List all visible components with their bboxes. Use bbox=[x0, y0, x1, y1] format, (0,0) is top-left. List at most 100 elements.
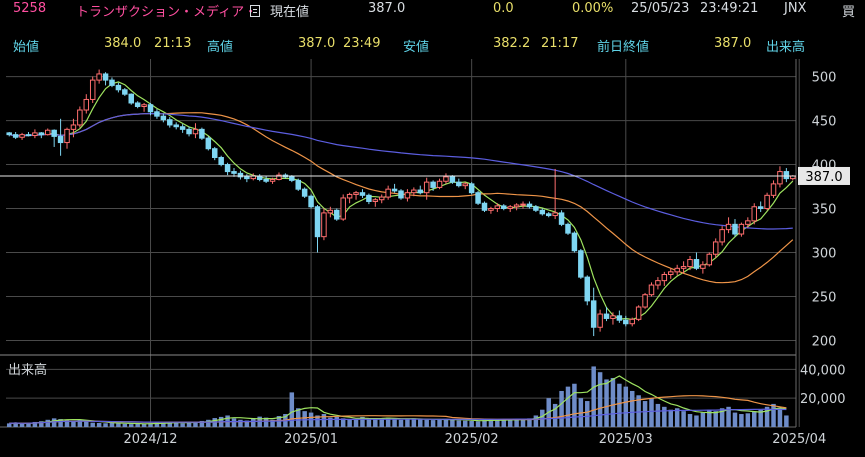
time-tick-label: 2025/02 bbox=[445, 432, 499, 447]
volume-bar bbox=[443, 418, 449, 427]
volume-bar bbox=[263, 417, 269, 427]
buy-side-label[interactable]: 買 bbox=[842, 5, 856, 20]
volume-bar bbox=[161, 422, 166, 427]
volume-bar bbox=[90, 422, 95, 427]
candle-body bbox=[616, 315, 623, 321]
volume-bar bbox=[681, 411, 686, 427]
candle-body bbox=[783, 171, 790, 180]
volume-bar bbox=[270, 419, 275, 427]
candle-body bbox=[115, 84, 122, 91]
candle-body bbox=[668, 271, 674, 275]
candle-body bbox=[122, 89, 128, 95]
candle-body bbox=[507, 206, 513, 210]
candle-body bbox=[648, 284, 655, 296]
candle-body bbox=[276, 174, 282, 180]
volume-bar bbox=[617, 383, 622, 427]
volume-bar bbox=[26, 422, 31, 427]
candle-body bbox=[89, 79, 96, 100]
candle-body bbox=[655, 280, 661, 286]
open-value: 384.0 bbox=[104, 36, 142, 51]
volume-bar bbox=[764, 406, 770, 427]
candle-body bbox=[661, 273, 668, 282]
candle-body bbox=[597, 313, 603, 328]
candle-body bbox=[378, 196, 385, 201]
candle-body bbox=[501, 205, 507, 210]
quote-time: 23:49:21 bbox=[700, 1, 759, 16]
volume-bar bbox=[392, 418, 397, 427]
volume-bar bbox=[507, 420, 513, 427]
volume-bar bbox=[777, 408, 783, 427]
volume-header-label: 出来高 bbox=[766, 40, 806, 55]
candle-body bbox=[764, 194, 770, 210]
candle-body bbox=[289, 176, 295, 181]
volume-bar bbox=[173, 422, 179, 427]
volume-bar bbox=[244, 420, 250, 427]
price-tick-label: 300 bbox=[812, 246, 837, 261]
volume-bar bbox=[552, 403, 558, 427]
volume-bar bbox=[385, 417, 391, 427]
volume-bar bbox=[674, 408, 680, 427]
candle-body bbox=[398, 190, 404, 199]
volume-bar bbox=[154, 422, 160, 427]
candle-body bbox=[526, 203, 533, 208]
candle-body bbox=[732, 223, 738, 235]
candle-body bbox=[244, 176, 250, 180]
candle-body bbox=[475, 192, 481, 204]
candle-body bbox=[231, 171, 237, 174]
volume-bar bbox=[437, 419, 442, 427]
volume-bar bbox=[604, 379, 609, 427]
candle-body bbox=[25, 134, 32, 137]
candle-body bbox=[134, 102, 141, 107]
high-value: 387.0 bbox=[298, 36, 336, 51]
volume-bar bbox=[713, 411, 718, 427]
volume-bar bbox=[295, 408, 301, 427]
volume-bar bbox=[84, 421, 89, 427]
volume-bar bbox=[45, 419, 50, 427]
volume-bar bbox=[495, 419, 500, 427]
prev-close-label: 前日終値 bbox=[597, 40, 650, 55]
volume-bar bbox=[514, 419, 519, 427]
volume-bar bbox=[771, 403, 776, 427]
candle-body bbox=[83, 98, 90, 111]
header-row-2: 始値 384.0 21:13 高値 387.0 23:49 安値 382.2 2… bbox=[0, 35, 865, 55]
prev-close-value: 387.0 bbox=[714, 36, 752, 51]
change-value: 0.0 bbox=[493, 1, 514, 16]
current-price-label: 現在値 bbox=[270, 5, 310, 20]
volume-bar bbox=[58, 419, 63, 427]
stock-code[interactable]: 5258 bbox=[13, 1, 47, 16]
volume-bar bbox=[302, 411, 307, 427]
candle-body bbox=[109, 79, 115, 86]
time-tick-label: 2025/01 bbox=[284, 432, 338, 447]
volume-bar bbox=[71, 420, 76, 427]
volume-bar bbox=[784, 415, 789, 427]
candle-body bbox=[353, 192, 359, 195]
volume-bar bbox=[289, 392, 295, 427]
volume-ma-long-line bbox=[9, 408, 787, 424]
candle-body bbox=[147, 104, 154, 113]
volume-bar bbox=[238, 419, 243, 427]
candle-body bbox=[38, 132, 45, 136]
change-percent: 0.00% bbox=[572, 1, 614, 16]
candle-body bbox=[481, 202, 488, 211]
time-tick-label: 2024/12 bbox=[124, 432, 178, 447]
candle-body bbox=[584, 276, 591, 302]
candle-body bbox=[417, 189, 424, 194]
candle-body bbox=[777, 171, 783, 185]
time-tick-label: 2025/04 bbox=[772, 432, 826, 447]
volume-bar bbox=[39, 421, 44, 427]
low-time: 21:17 bbox=[541, 36, 579, 51]
volume-bar bbox=[109, 422, 115, 427]
candle-body bbox=[45, 129, 51, 136]
volume-bar bbox=[585, 401, 590, 427]
volume-bar bbox=[642, 401, 648, 427]
volume-bar bbox=[32, 421, 38, 427]
volume-bar bbox=[520, 418, 526, 427]
volume-bar bbox=[51, 418, 57, 427]
volume-bar bbox=[347, 419, 352, 427]
candle-body bbox=[321, 212, 327, 238]
volume-bar bbox=[572, 383, 577, 427]
candle-body bbox=[179, 126, 186, 130]
stock-name[interactable]: トランザクション・メディア・ bbox=[76, 5, 258, 20]
volume-bar bbox=[321, 414, 327, 427]
